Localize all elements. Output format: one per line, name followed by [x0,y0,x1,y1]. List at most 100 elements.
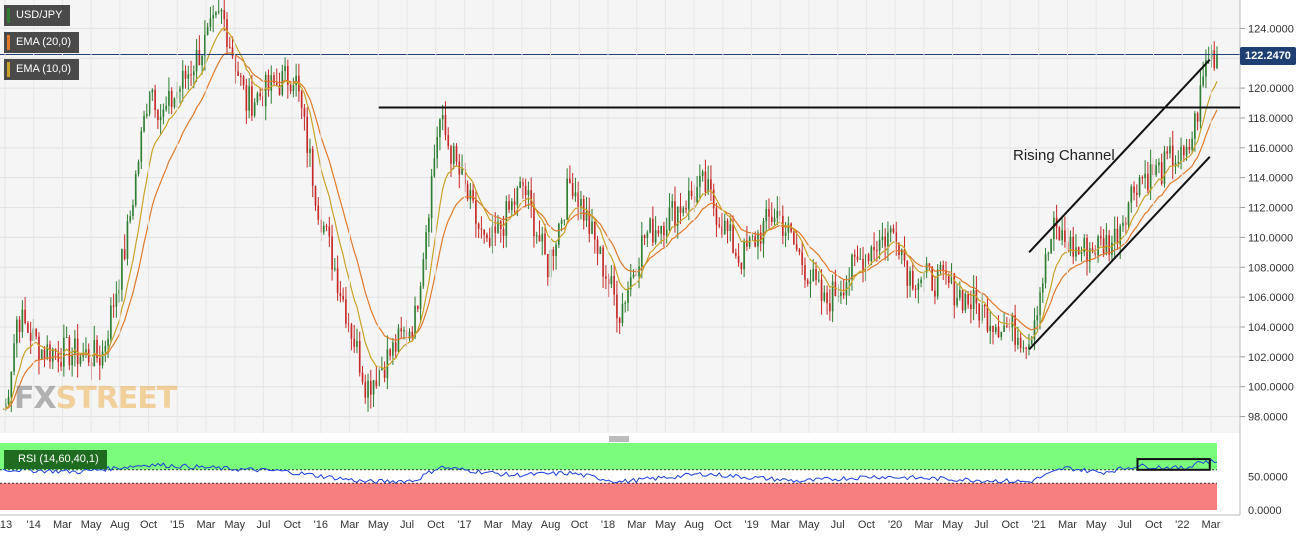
candle-body [522,181,524,186]
candle-body [660,225,662,234]
candle-body [239,75,242,77]
x-tick-label: May [942,519,963,531]
candle-body [627,289,629,303]
candle-body [322,225,325,233]
candle-body [328,226,331,237]
candle-body [369,380,372,395]
x-tick-label: Oct [140,519,157,531]
ema10-line [2,26,1218,410]
candle-body [1097,236,1099,256]
candle-body [931,266,933,291]
candle-body [201,55,203,66]
candle-body [1160,162,1163,184]
candle-body [1083,238,1086,253]
x-tick-label: Mar [53,519,72,531]
x-tick-label: Jul [400,519,414,531]
candle-body [441,114,444,120]
candle-body [87,349,90,363]
candle-body [40,349,43,360]
candle-body [580,199,582,207]
candle-body [643,235,646,239]
candle-body [411,331,414,338]
candle-body [715,208,718,225]
candle-body [292,85,295,92]
rsi-legend[interactable]: RSI (14,60,40,1) [4,450,107,469]
candle-body [422,259,425,287]
candle-body [947,274,950,283]
candle-body [997,326,1000,338]
candle-body [483,229,486,235]
candle-body [1182,146,1185,156]
x-tick-label: '15 [170,519,184,531]
candle-body [577,192,580,207]
x-tick-label: May [799,519,820,531]
channel-lower-line[interactable] [1028,156,1211,351]
candle-body [759,232,762,244]
candle-body [1047,253,1050,255]
ema20-legend[interactable]: EMA (20,0) [4,32,80,53]
candle-body [1163,151,1166,184]
candle-body [502,228,505,236]
candle-body [381,368,383,371]
candle-body [538,235,541,242]
y-tick-label: 102.0000 [1248,352,1294,364]
ema10-legend[interactable]: EMA (10,0) [4,59,80,80]
candle-body [400,328,403,332]
candle-body [519,181,521,188]
candle-body [588,211,591,234]
x-tick-label: May [368,519,389,531]
candle-body [873,246,875,251]
candle-body [784,232,787,236]
symbol-legend[interactable]: USD/JPY [4,5,71,26]
candle-body [231,47,234,57]
candle-body [555,244,557,257]
rsi-highlight-box[interactable] [1136,458,1211,471]
x-tick-label: May [81,519,102,531]
candle-body [143,115,145,132]
candle-body [541,233,544,242]
candle-body [60,362,62,367]
candle-body [184,70,187,79]
candle-body [1030,339,1033,345]
candle-body [527,190,530,196]
candle-body [140,131,143,162]
candle-body [13,343,15,372]
y-tick-label: 124.0000 [1248,23,1294,35]
candle-body [51,348,54,362]
candle-body [15,319,18,344]
candle-body [157,110,159,121]
candle-body [721,226,723,235]
candle-body [450,146,452,164]
candle-body [1044,254,1047,284]
candle-body [917,283,920,290]
candle-body [903,249,906,261]
panel-resize-handle[interactable] [609,436,629,442]
candle-body [220,10,223,12]
candle-body [386,349,389,378]
candle-body [1011,315,1014,328]
candle-body [629,277,632,290]
candle-body [226,19,228,47]
candle-body [1006,325,1008,327]
candle-body [1149,164,1152,191]
candle-body [887,232,889,247]
candle-body [494,226,497,233]
candle-body [18,319,21,332]
y-tick-label: 114.0000 [1248,173,1293,185]
candle-body [544,233,546,255]
candle-body [367,380,369,398]
x-tick-label: '17 [457,519,471,531]
candle-body [154,89,156,111]
candle-body [472,190,474,201]
x-tick-label: Mar [340,519,359,531]
candle-body [746,240,748,247]
channel-upper-line[interactable] [1028,59,1211,254]
candle-body [104,345,107,352]
x-tick-label: May [224,519,245,531]
candle-body [632,274,635,278]
candle-body [364,382,367,398]
candle-body [1191,138,1193,150]
x-tick-label: '18 [601,519,615,531]
candle-body [743,240,745,270]
x-tick-label: May [511,519,532,531]
